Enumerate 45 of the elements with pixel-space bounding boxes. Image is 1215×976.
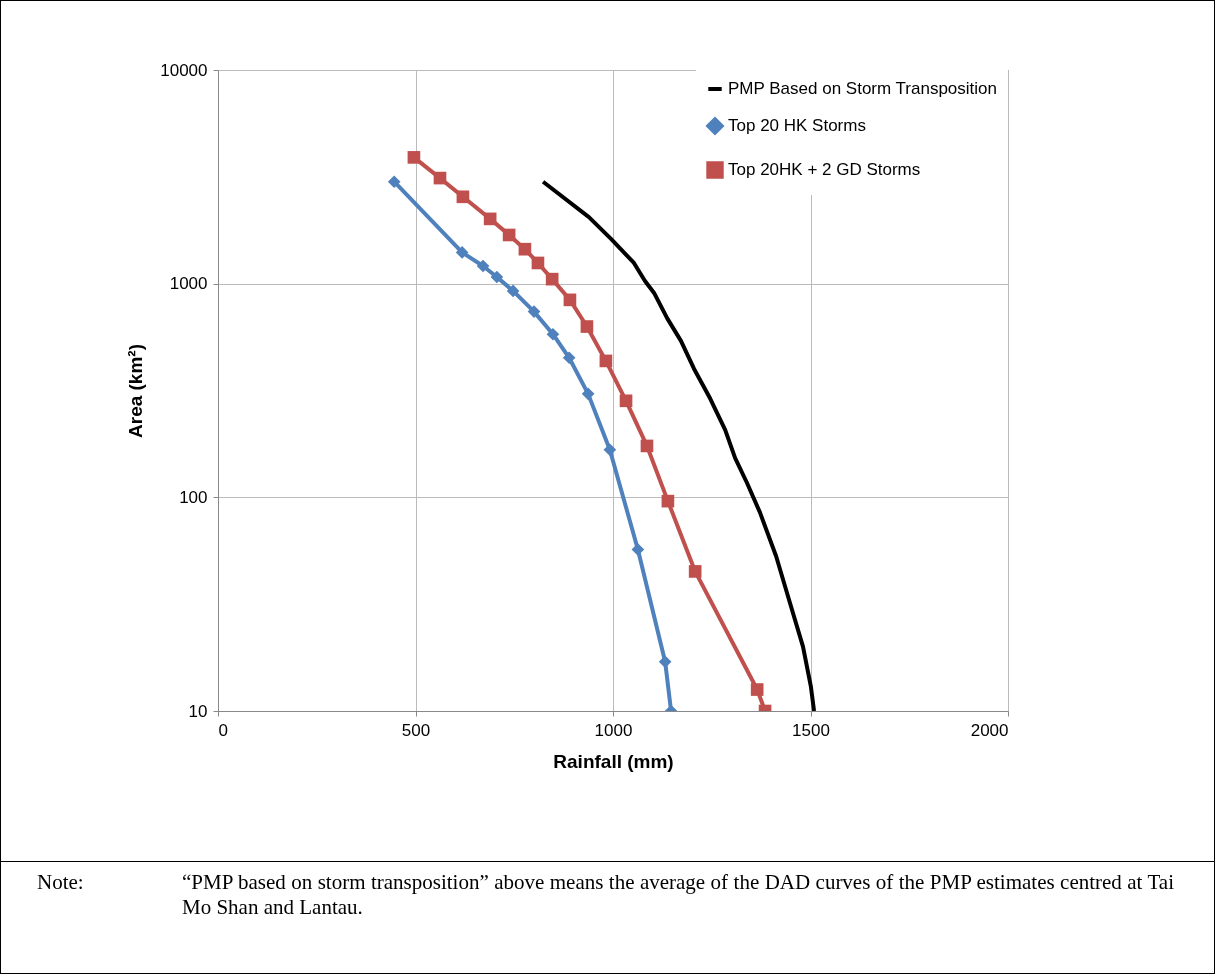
- point: [546, 327, 560, 341]
- x-tick-label: 500: [401, 720, 431, 740]
- point: [456, 190, 470, 204]
- point: [619, 394, 633, 408]
- point: [750, 683, 764, 696]
- point: [387, 175, 401, 189]
- point: [658, 655, 672, 669]
- line-series: [541, 179, 817, 711]
- point: [545, 272, 559, 286]
- text: Note:: [37, 870, 84, 895]
- point: [531, 256, 545, 270]
- point: [688, 565, 702, 578]
- point: [407, 151, 421, 164]
- legend-label: Top 20 HK Storms: [728, 116, 866, 135]
- point: [506, 284, 520, 298]
- point: [433, 171, 447, 185]
- legend-label: PMP Based on Storm Transposition: [728, 79, 997, 98]
- point: [580, 320, 594, 333]
- point: [581, 387, 595, 401]
- x-axis-title: Rainfall (mm): [553, 750, 674, 772]
- y-tick-label: 10: [188, 701, 208, 721]
- point: [563, 293, 577, 307]
- x-tick-label: 0: [218, 720, 228, 740]
- point: [518, 242, 532, 256]
- point: [562, 351, 576, 365]
- x-tick-label: 2000: [970, 720, 1009, 740]
- point: [661, 494, 675, 508]
- point: [455, 246, 469, 259]
- y-tick-label: 1000: [169, 274, 208, 294]
- text: “PMP based on storm transposition” above means the average of the DAD curves of the PMP estimates centred at Tai Mo Shan and Lantau.: [182, 870, 1174, 920]
- point: [483, 212, 497, 226]
- point: [502, 228, 516, 242]
- x-tick-label: 1000: [594, 720, 633, 740]
- y-tick-label: 100: [179, 487, 208, 507]
- x-tick-label: 1500: [792, 720, 830, 740]
- legend-label: Top 20HK + 2 GD Storms: [728, 160, 921, 179]
- y-axis-title: Area (km²): [125, 344, 147, 438]
- point: [527, 305, 541, 318]
- y-tick-label: 10000: [160, 60, 208, 80]
- point: [490, 270, 504, 284]
- point: [603, 443, 617, 457]
- point: [599, 354, 613, 368]
- point: [476, 259, 490, 273]
- point: [631, 543, 645, 556]
- point: [640, 439, 654, 453]
